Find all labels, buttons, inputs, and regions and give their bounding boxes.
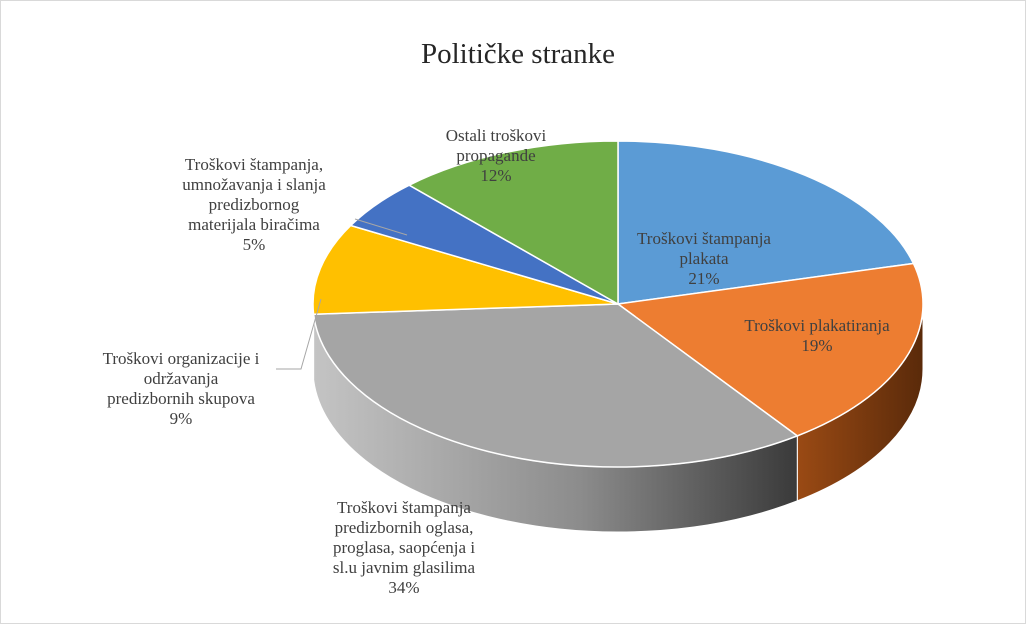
pie-slices bbox=[312, 140, 924, 468]
slice-troskovi-plakatiranja[interactable] bbox=[616, 262, 924, 437]
slice-troskovi-stampanja-predizbornih-oglasa-proglasa-saopcenja-i-sl-u-javnim-glasilima[interactable] bbox=[312, 303, 799, 468]
slice-label-troskovi-stampanja-umnozavanja-i-slanja-predizbornog-materijala-biracima: Troškovi štampanja, umnožavanja i slanja p… bbox=[182, 155, 326, 254]
slice-label-ostali-troskovi-propagande: Ostali troškovi propagande 12% bbox=[446, 126, 547, 185]
slice-troskovi-stampanja-plakata[interactable] bbox=[617, 140, 915, 305]
leader-line-troskovi-organizacije-i-odrzavanja-predizbornih-skupova bbox=[276, 298, 322, 370]
slice-label-troskovi-plakatiranja: Troškovi plakatiranja 19% bbox=[744, 316, 890, 355]
leader-lines bbox=[276, 218, 408, 370]
slice-labels: Troškovi štampanja plakata 21% Troškovi pla… bbox=[103, 126, 890, 597]
slice-label-troskovi-stampanja-plakata: Troškovi štampanja plakata 21% bbox=[637, 229, 771, 288]
chart-title: Političke stranke bbox=[421, 38, 615, 70]
leader-line-troskovi-stampanja-umnozavanja-i-slanja-predizbornog-materijala-biracima bbox=[354, 218, 408, 236]
slice-ostali-troskovi-propagande[interactable] bbox=[407, 140, 619, 306]
slice-label-troskovi-organizacije-i-odrzavanja-predizbornih-skupova: Troškovi organizacije i održavanja predizb… bbox=[103, 349, 260, 428]
slice-label-troskovi-stampanja-predizbornih-oglasa-proglasa-saopcenja-i-sl-u-javnim-glasilima: Troškovi štampanja predizbornih oglasa, pr… bbox=[333, 498, 476, 597]
slice-troskovi-organizacije-i-odrzavanja-predizbornih-skupova[interactable] bbox=[312, 224, 619, 316]
